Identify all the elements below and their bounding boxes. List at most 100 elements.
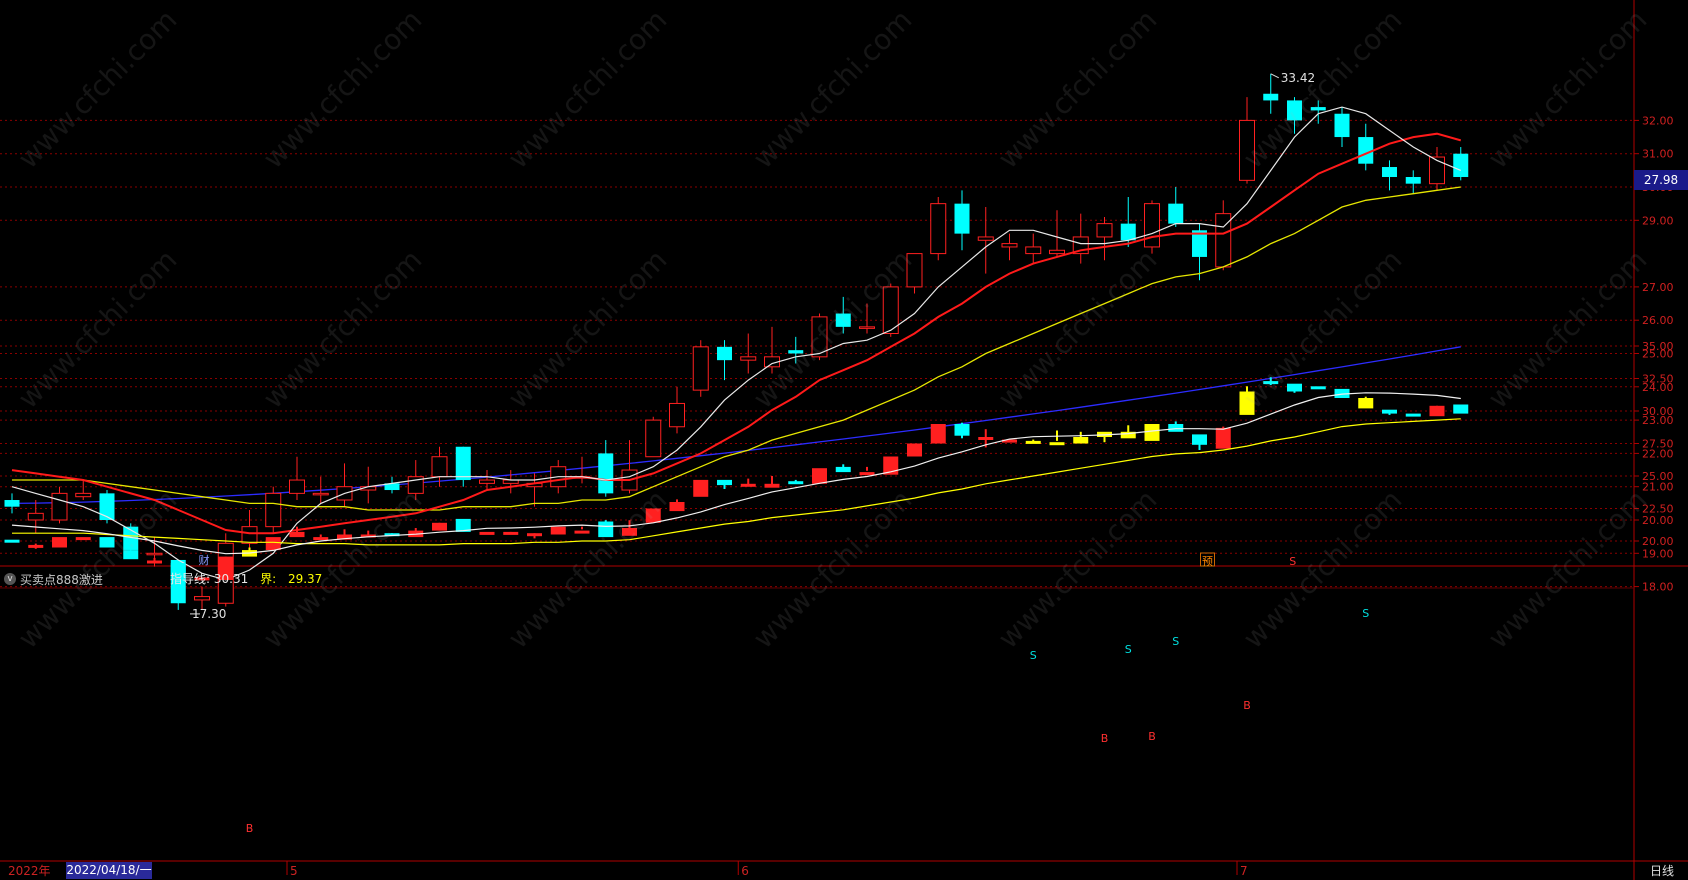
candle-body-up bbox=[289, 479, 305, 494]
watermark-text: www.cfchi.com bbox=[502, 3, 674, 175]
candle-body-up bbox=[1001, 243, 1018, 248]
period-button[interactable]: 日线 bbox=[1649, 864, 1674, 878]
ind-candle-body bbox=[1120, 431, 1136, 439]
guide-value: 30.31 bbox=[213, 572, 249, 586]
max-pointer bbox=[1270, 73, 1279, 79]
main-y-tick-label: 20.00 bbox=[1642, 514, 1674, 527]
main-y-tick-label: 22.00 bbox=[1642, 447, 1674, 460]
ind-candle-body bbox=[550, 526, 566, 535]
ind-candle-body bbox=[1358, 398, 1374, 409]
indicator-title[interactable]: v 买卖点888激进 bbox=[4, 570, 103, 588]
min-price-label: 17.30 bbox=[192, 607, 226, 621]
ind-candle-body bbox=[360, 534, 376, 538]
ind-y-tick-label: 27.50 bbox=[1642, 438, 1674, 451]
ind-candle-body bbox=[4, 539, 20, 543]
buy-signal: B bbox=[246, 822, 254, 835]
year-label: 2022年 bbox=[8, 864, 51, 878]
ind-candle-body bbox=[1002, 439, 1017, 443]
candle-body-up bbox=[740, 356, 757, 361]
ind-candle-body bbox=[313, 537, 329, 541]
ind-candle-body bbox=[147, 560, 162, 564]
watermark-text: www.cfchi.com bbox=[992, 3, 1164, 175]
ind-candle-body bbox=[812, 468, 827, 484]
candle-body-down bbox=[1334, 113, 1350, 138]
ind-candle-body bbox=[432, 522, 447, 531]
month-label: 5 bbox=[290, 864, 298, 878]
candle-body-down bbox=[1453, 153, 1469, 178]
candle-body-up bbox=[930, 203, 947, 255]
ma5-line bbox=[11, 106, 1462, 581]
candle-body-up bbox=[312, 492, 329, 496]
ind-candle-body bbox=[1382, 409, 1397, 414]
ind-candle-body bbox=[622, 528, 637, 536]
ind-candle-body bbox=[1192, 434, 1207, 445]
buy-signal: B bbox=[1243, 699, 1251, 712]
candle-body-up bbox=[194, 596, 210, 601]
ind-candle-body bbox=[717, 479, 732, 486]
cursor-date: 2022/04/18/一 bbox=[66, 862, 152, 879]
candle-body-up bbox=[265, 492, 282, 528]
candle-body-up bbox=[859, 326, 875, 329]
max-price-label: 33.42 bbox=[1281, 71, 1315, 85]
candle-body-down bbox=[598, 453, 614, 494]
collapse-icon[interactable]: v bbox=[4, 573, 16, 585]
main-y-tick-label: 23.00 bbox=[1642, 414, 1674, 427]
watermark-text: www.cfchi.com bbox=[747, 483, 919, 655]
ind-candle-body bbox=[1287, 383, 1302, 392]
month-label: 7 bbox=[1240, 864, 1248, 878]
candle-body-down bbox=[1358, 137, 1374, 164]
ind-candle-body bbox=[218, 556, 234, 580]
bound-label: 界: bbox=[260, 572, 277, 586]
sell-signal: S bbox=[1125, 643, 1132, 656]
candle-body-up bbox=[1239, 119, 1255, 181]
candle-body-down bbox=[1263, 93, 1279, 101]
candle-body-down bbox=[99, 493, 115, 520]
candle-body-up bbox=[906, 253, 923, 288]
ind-candle-body bbox=[693, 479, 709, 497]
bound-line bbox=[12, 418, 1461, 546]
candle-body-up bbox=[882, 286, 899, 335]
ind-candle-body bbox=[835, 466, 851, 473]
candle-body-up bbox=[51, 492, 68, 521]
watermark-text: www.cfchi.com bbox=[257, 243, 429, 415]
candle-body-up bbox=[977, 236, 994, 241]
ind-candle-body bbox=[52, 537, 67, 548]
candle-body-up bbox=[811, 316, 828, 358]
ind-candle-body bbox=[289, 531, 305, 538]
ind-y-tick-label: 32.50 bbox=[1642, 373, 1674, 386]
buy-signal: B bbox=[1101, 732, 1109, 745]
candle-body-down bbox=[455, 446, 471, 481]
ind-candle-body bbox=[598, 521, 614, 538]
candle-body-down bbox=[1310, 107, 1326, 111]
candle-body-down bbox=[954, 203, 970, 234]
candle-body-down bbox=[1287, 100, 1302, 121]
candle-body-up bbox=[431, 456, 448, 478]
candle-body-down bbox=[717, 346, 732, 361]
candle-body-up bbox=[1144, 203, 1160, 248]
main-y-tick-label: 26.00 bbox=[1642, 314, 1674, 327]
ind-candle-body bbox=[574, 530, 590, 534]
ind-candle-body bbox=[1144, 424, 1160, 441]
candle-body-up bbox=[479, 479, 495, 484]
watermark-text: www.cfchi.com bbox=[12, 243, 184, 415]
watermark-text: www.cfchi.com bbox=[502, 243, 674, 415]
candle-body-up bbox=[645, 419, 662, 458]
ind-candle-body bbox=[384, 533, 400, 537]
indicator-readout: 指导线: 30.31 界: 29.37 bbox=[170, 570, 322, 588]
ind-candle-body bbox=[28, 544, 44, 548]
ind-candle-body bbox=[1215, 427, 1231, 449]
candle-body-up bbox=[146, 552, 163, 556]
sell-signal: S bbox=[1030, 649, 1037, 662]
candle-body-up bbox=[692, 346, 709, 391]
ind-candle-body bbox=[265, 537, 281, 551]
candle-body-up bbox=[241, 526, 258, 544]
ind-candle-body bbox=[645, 508, 661, 523]
watermark-text: www.cfchi.com bbox=[1237, 3, 1409, 175]
ind-candle-body bbox=[954, 424, 970, 436]
ind-candle-body bbox=[1263, 381, 1279, 385]
sell-marker-main: S bbox=[1289, 555, 1296, 568]
candle-body-down bbox=[1405, 177, 1421, 184]
candle-body-up bbox=[75, 492, 92, 498]
main-y-tick-label: 32.00 bbox=[1642, 114, 1674, 127]
